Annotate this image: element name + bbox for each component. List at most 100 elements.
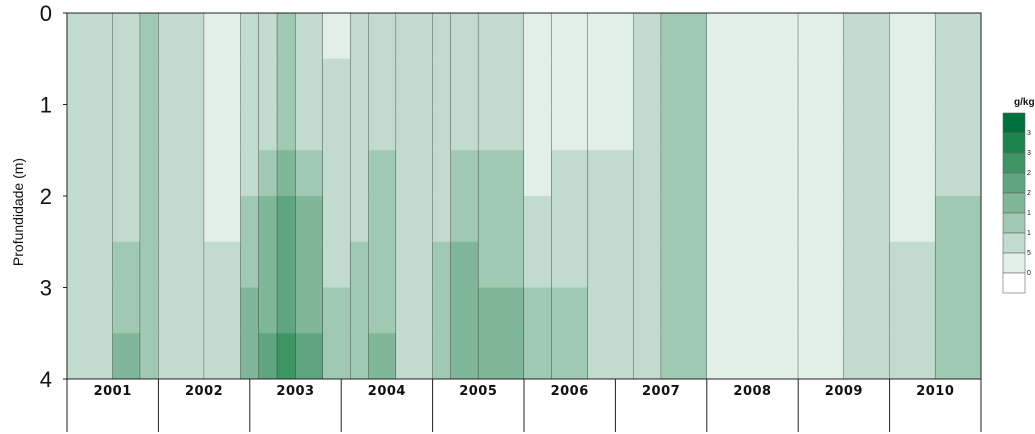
heat-cell (140, 241, 159, 288)
heat-cell (240, 13, 260, 60)
heat-cell (798, 104, 845, 151)
heat-cell (798, 13, 845, 60)
heat-cell (158, 196, 205, 243)
heat-cell (368, 287, 397, 334)
heat-cell (661, 58, 708, 105)
y-axis: 0 1 2 3 4 (40, 1, 67, 392)
heat-cell (935, 150, 982, 197)
heat-cell (350, 104, 370, 151)
y-tick-label: 2 (40, 184, 52, 209)
heat-cell (112, 287, 141, 334)
heat-cell (661, 150, 708, 197)
heat-cell (478, 58, 525, 105)
heat-cell (478, 13, 525, 60)
heat-cell (350, 333, 370, 380)
heat-cell (350, 196, 370, 243)
heat-cell (204, 104, 242, 151)
heat-cell (587, 241, 635, 288)
heat-cell (633, 196, 662, 243)
heat-cell (368, 104, 397, 151)
heat-cell (633, 58, 662, 105)
heat-cell (551, 58, 589, 105)
heat-cell (706, 150, 799, 197)
heat-cell (551, 241, 589, 288)
heat-cell (368, 13, 397, 60)
heat-cell (587, 196, 635, 243)
heat-cell (889, 196, 936, 243)
heat-cell (67, 287, 114, 334)
heat-cell (551, 287, 589, 334)
heat-cell (396, 333, 434, 380)
heat-cell (67, 241, 114, 288)
heat-cell (843, 333, 891, 380)
heat-cell (240, 150, 260, 197)
heat-cell (140, 333, 159, 380)
heat-cell (889, 58, 936, 105)
heat-cell (258, 287, 278, 334)
heat-cell (277, 58, 296, 105)
heat-cell (432, 333, 452, 380)
heat-cell (889, 241, 936, 288)
x-tick-label: 2008 (733, 384, 771, 399)
heat-cell (478, 287, 525, 334)
heat-cell (432, 150, 452, 197)
heat-cell (935, 104, 982, 151)
heat-cell (935, 13, 982, 60)
heat-cell (587, 13, 635, 60)
legend-tick-label: 3 (1027, 150, 1031, 157)
heat-cell (432, 58, 452, 105)
heat-cell (67, 196, 114, 243)
heat-cell (204, 287, 242, 334)
heat-cell (112, 333, 141, 380)
heat-cell (633, 287, 662, 334)
x-tick-label: 2003 (276, 384, 314, 399)
heat-cell (295, 58, 324, 105)
heat-cell (706, 13, 799, 60)
heat-cell (277, 241, 296, 288)
heat-cell (240, 241, 260, 288)
heat-cell (322, 196, 351, 243)
heat-cell (140, 13, 159, 60)
x-tick-label: 2007 (642, 384, 680, 399)
heat-cell (524, 104, 552, 151)
heat-cell (889, 13, 936, 60)
heat-cell (158, 333, 205, 380)
heat-cell (368, 196, 397, 243)
heat-cell (706, 333, 799, 380)
legend-swatch (1002, 212, 1026, 234)
heat-cell (843, 13, 891, 60)
heat-cell (478, 241, 525, 288)
heat-cell (798, 333, 845, 380)
heat-cell (158, 13, 205, 60)
heat-cell (240, 333, 260, 380)
heat-cell (204, 333, 242, 380)
heat-cell (798, 287, 845, 334)
heat-cell (396, 13, 434, 60)
heat-cell (67, 104, 114, 151)
heat-cell (140, 104, 159, 151)
heat-cell (450, 333, 479, 380)
heat-cell (450, 241, 479, 288)
heat-cell (432, 13, 452, 60)
heat-cell (112, 241, 141, 288)
heat-cell (587, 150, 635, 197)
heat-cell (633, 13, 662, 60)
heat-cell (524, 13, 552, 60)
heat-cell (322, 333, 351, 380)
heat-cell (587, 287, 635, 334)
heat-cell (661, 104, 708, 151)
heat-cell (204, 150, 242, 197)
heat-cell (112, 196, 141, 243)
heat-cell (112, 58, 141, 105)
legend-tick-label: 5 (1027, 250, 1031, 257)
heat-cell (112, 104, 141, 151)
heat-cell (112, 13, 141, 60)
heat-cell (240, 196, 260, 243)
legend-tick-label: 3 (1027, 130, 1031, 137)
heat-cell (706, 104, 799, 151)
heat-cell (551, 196, 589, 243)
legend-tick-label: 1 (1027, 210, 1031, 217)
heat-cell (432, 104, 452, 151)
heat-cell (889, 104, 936, 151)
